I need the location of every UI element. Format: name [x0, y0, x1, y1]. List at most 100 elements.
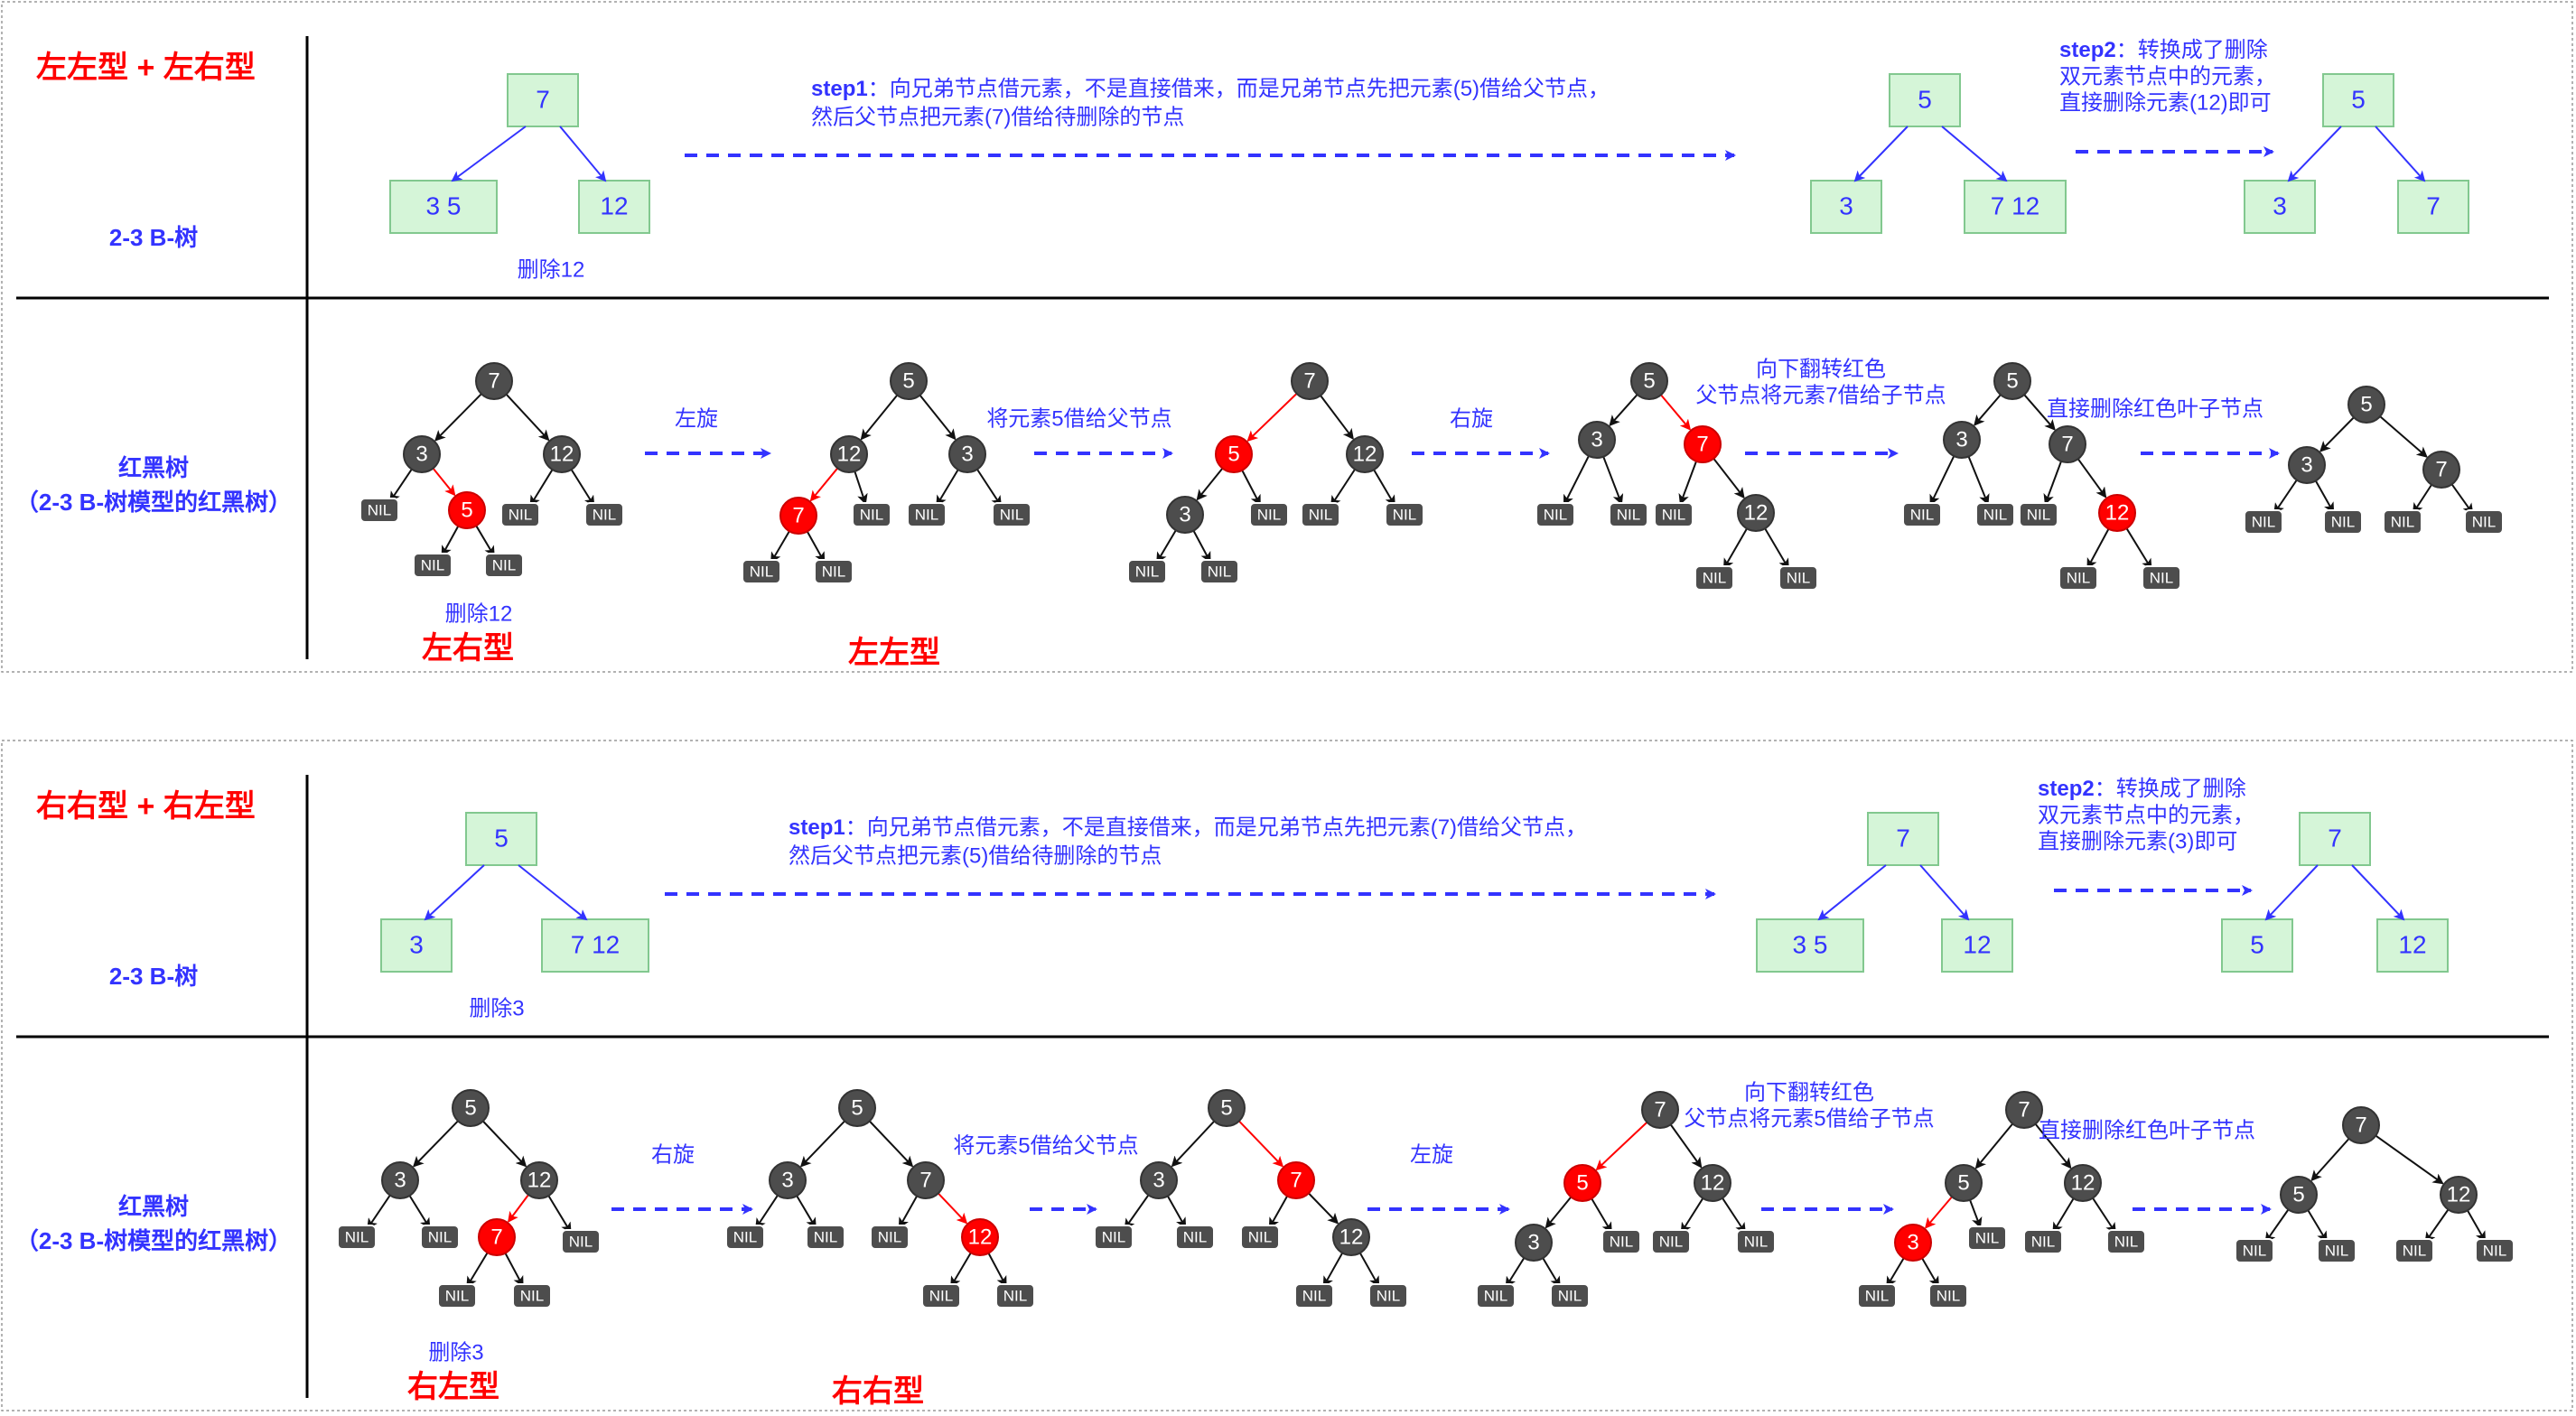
btree2-root-node-label: 7 [2328, 824, 2342, 852]
panel-title: 右右型 + 右左型 [36, 789, 256, 824]
p1-tree5-nil-2-label: NIL [2403, 1242, 2426, 1259]
p1-tree2-node-0-key: 5 [1220, 1095, 1232, 1120]
p0-tree4-nil-4 [2142, 565, 2181, 591]
p1-tree0-nil-1-label: NIL [428, 1228, 452, 1245]
btree1-right-edge [1941, 126, 2008, 182]
p1-tree5-node-0-key: 7 [2355, 1113, 2366, 1137]
p0-tree0-edge-3 [432, 467, 456, 497]
btree0-root-node-label: 5 [494, 824, 509, 852]
rbt-row-label: 红黑树 [118, 454, 189, 481]
p0-tree1-node-1-key: 12 [837, 442, 862, 466]
p1-tree0-edge-2 [367, 1195, 391, 1230]
p0-tree2-nil-0 [1127, 559, 1167, 584]
p1-tree3-nil-3 [1651, 1229, 1691, 1254]
p1-tree0-edge-7 [504, 1253, 524, 1288]
panel-title: 左左型 + 左右型 [36, 51, 256, 85]
p0-tree4-node-2 [2049, 425, 2086, 463]
p0-tree5-edge-5 [2450, 483, 2474, 515]
p0-tree1-edge-5 [806, 530, 826, 564]
p1-tree4-nil-3-label: NIL [2031, 1233, 2055, 1250]
p1-tree0-edge-4 [507, 1194, 529, 1223]
btree2-right-node [2376, 918, 2449, 973]
p1-tree5-edge-0 [2310, 1138, 2350, 1182]
p0-tree5-nil-3 [2464, 509, 2504, 535]
btree0-right-node [541, 918, 649, 973]
p1-tree4-nil-0-label: NIL [1865, 1287, 1889, 1304]
p1-tree5-node-1-key: 5 [2292, 1182, 2304, 1206]
p1-tree3-nil-4 [1736, 1229, 1776, 1254]
p1-tree1-node-1-key: 3 [781, 1168, 793, 1192]
p1-tree3-edge-0 [1595, 1121, 1648, 1171]
panel-border [1, 1, 2573, 673]
step2-line1: step2：转换成了删除 [2059, 38, 2268, 62]
p0-tree2-edge-6 [1330, 469, 1356, 508]
p0-tree0-nil-1-label: NIL [421, 556, 444, 573]
op-label-rotate-1: 右旋 [651, 1142, 695, 1167]
p0-tree1-node-2-key: 3 [961, 442, 973, 466]
step1-line2: 然后父节点把元素(5)借给待删除的节点 [789, 843, 1162, 868]
p0-tree2-node-1 [1215, 435, 1253, 473]
p1-tree4-nil-2 [1967, 1225, 2007, 1251]
p0-tree0-nil-3-label: NIL [509, 506, 532, 523]
p0-tree4-node-3 [2098, 494, 2136, 532]
p1-tree2-nil-0-label: NIL [1102, 1228, 1125, 1245]
p1-tree4-node-0 [2005, 1091, 2043, 1129]
p0-tree1-edge-6 [936, 469, 959, 507]
p1-tree1-nil-1 [806, 1225, 845, 1250]
p0-tree2-nil-2 [1249, 502, 1289, 527]
btree0-root-node [507, 73, 579, 127]
btree0-root-node [465, 812, 537, 866]
p1-tree3-nil-0 [1476, 1283, 1516, 1309]
p0-tree1-node-3 [779, 497, 817, 535]
p0-tree2-node-0-key: 7 [1303, 368, 1315, 393]
p1-tree2-edge-0 [1171, 1120, 1216, 1168]
p1-tree2-edge-5 [1308, 1192, 1339, 1225]
p0-tree2-edge-4 [1156, 529, 1177, 564]
p0-tree3-nil-2 [1654, 502, 1694, 527]
p0-tree1-node-3-key: 7 [792, 503, 804, 527]
p1-tree1-nil-3 [921, 1283, 961, 1309]
p0-tree1-edge-1 [919, 394, 957, 441]
rbt-row-label-2: （2-3 B-树模型的红黑树） [15, 1227, 292, 1254]
btree1-root-node [1867, 812, 1939, 866]
p1-tree2-edge-4 [1268, 1195, 1289, 1229]
p1-tree5-node-0 [2342, 1106, 2380, 1144]
step2-line1-text: ：转换成了删除 [2095, 777, 2246, 801]
p0-tree2-node-2 [1346, 435, 1384, 473]
btree1-right-node [1941, 918, 2013, 973]
p1-tree4-edge-6 [2052, 1197, 2075, 1234]
btree-row-label: 2-3 B-树 [109, 963, 198, 990]
p0-tree4-nil-2-label: NIL [2027, 506, 2050, 523]
btree1-root-node [1889, 73, 1961, 127]
p0-tree1-nil-4 [992, 502, 1031, 527]
step1-line2: 然后父节点把元素(7)借给待删除的节点 [811, 105, 1184, 129]
p0-tree0-node-3 [448, 491, 486, 529]
p0-tree3-node-2-key: 7 [1696, 432, 1708, 456]
p1-tree0-nil-4 [512, 1283, 552, 1309]
op-label-flip: 向下翻转红色 [1744, 1080, 1874, 1104]
step2-line2: 双元素节点中的元素， [2059, 64, 2276, 88]
p1-tree3-node-0-key: 7 [1654, 1097, 1666, 1122]
p1-tree1-node-2-key: 7 [919, 1168, 931, 1192]
p1-tree3-nil-1 [1550, 1283, 1590, 1309]
p1-tree0-node-0 [452, 1089, 490, 1127]
btree2-right-node-label: 12 [2398, 930, 2426, 958]
p1-tree4-edge-2 [1924, 1196, 1953, 1229]
btree-delete-note: 删除3 [469, 996, 524, 1020]
p0-tree3-node-1-key: 3 [1591, 427, 1602, 452]
p0-tree1-node-0-key: 5 [902, 368, 914, 393]
step2-line1-step-tag: step2 [2038, 777, 2095, 801]
p1-tree3-node-3 [1515, 1224, 1553, 1262]
p1-tree0-nil-4-label: NIL [520, 1287, 544, 1304]
p0-tree5-nil-3-label: NIL [2472, 513, 2496, 530]
btree2-root-node-label: 5 [2351, 85, 2366, 113]
p0-tree2-node-3-key: 3 [1179, 502, 1190, 526]
p1-tree4-edge-0 [1974, 1123, 2014, 1169]
rbt-delete-note: 删除12 [445, 601, 513, 626]
p1-tree3-edge-2 [1545, 1196, 1573, 1229]
p1-tree5-node-2 [2440, 1176, 2478, 1214]
p0-tree1-edge-4 [770, 530, 790, 564]
p0-tree0-nil-2-label: NIL [492, 556, 516, 573]
p0-tree4-edge-0 [1974, 394, 2002, 426]
p0-tree3-nil-4 [1778, 565, 1818, 591]
